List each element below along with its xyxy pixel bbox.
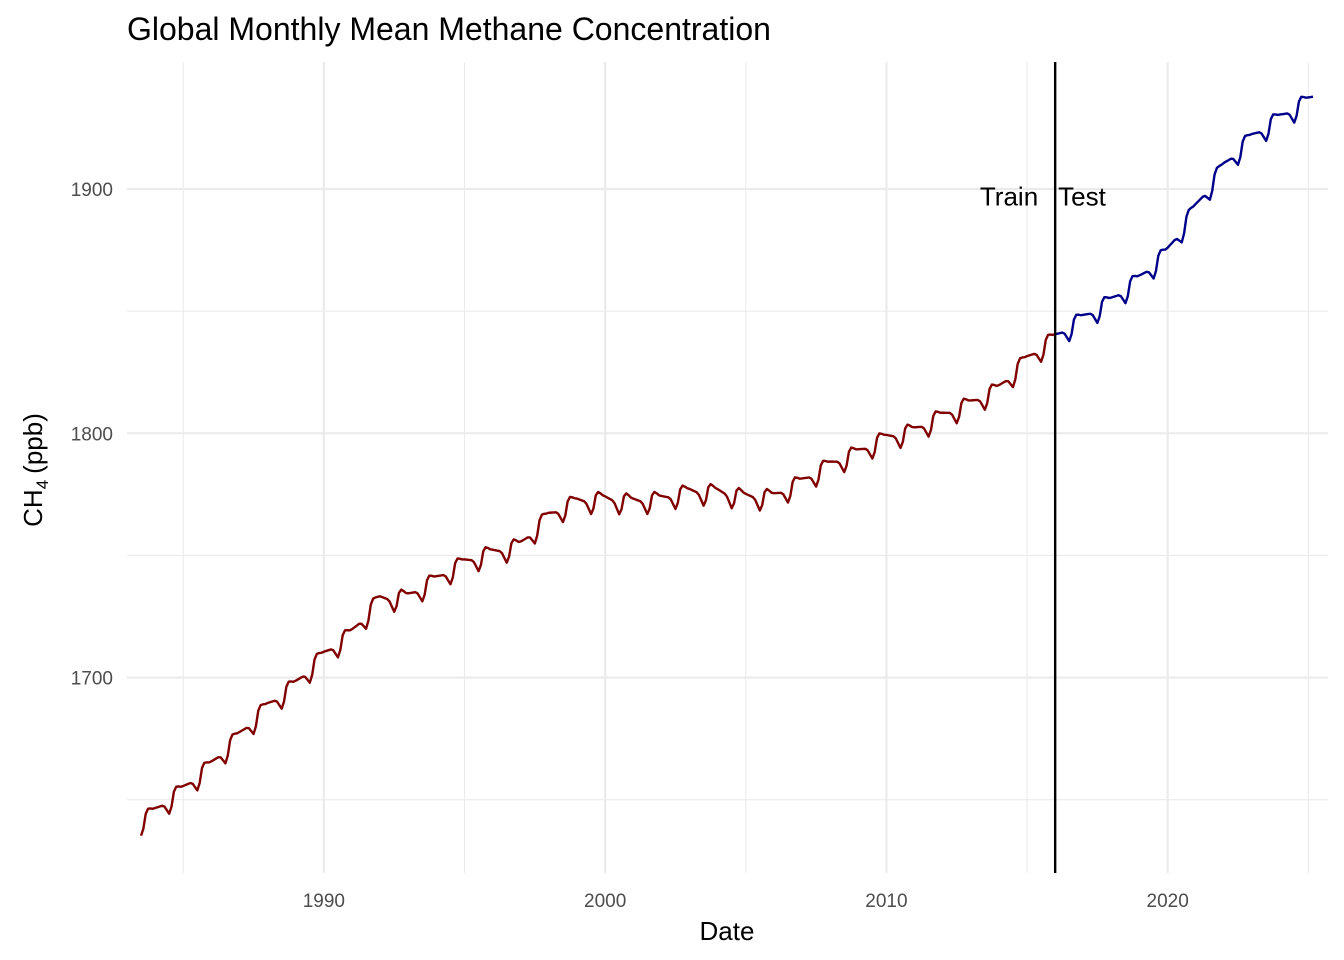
train-label: Train — [980, 181, 1038, 211]
y-tick-label: 1900 — [71, 180, 113, 201]
series-line-train — [139, 332, 1056, 837]
chart-title: Global Monthly Mean Methane Concentratio… — [127, 11, 771, 47]
grid-lines — [127, 62, 1328, 873]
x-tick-label: 2010 — [865, 891, 907, 912]
series-lines — [139, 95, 1314, 837]
x-tick-label: 1990 — [303, 891, 345, 912]
x-tick-label: 2000 — [584, 891, 626, 912]
tick-labels: 1990 2000 2010 2020 1700 1800 1900 — [71, 180, 1189, 912]
test-label: Test — [1058, 181, 1106, 211]
y-axis-title-subscript: 4 — [33, 480, 52, 489]
x-axis-title: Date — [700, 916, 755, 946]
y-axis-title-main: CH — [18, 489, 48, 527]
series-line-test — [1054, 95, 1314, 343]
y-tick-label: 1700 — [71, 669, 113, 690]
y-axis-title-unit: (ppb) — [18, 413, 48, 474]
y-axis-title: CH4 (ppb) — [18, 413, 52, 527]
x-tick-label: 2020 — [1147, 891, 1189, 912]
y-tick-label: 1800 — [71, 424, 113, 445]
